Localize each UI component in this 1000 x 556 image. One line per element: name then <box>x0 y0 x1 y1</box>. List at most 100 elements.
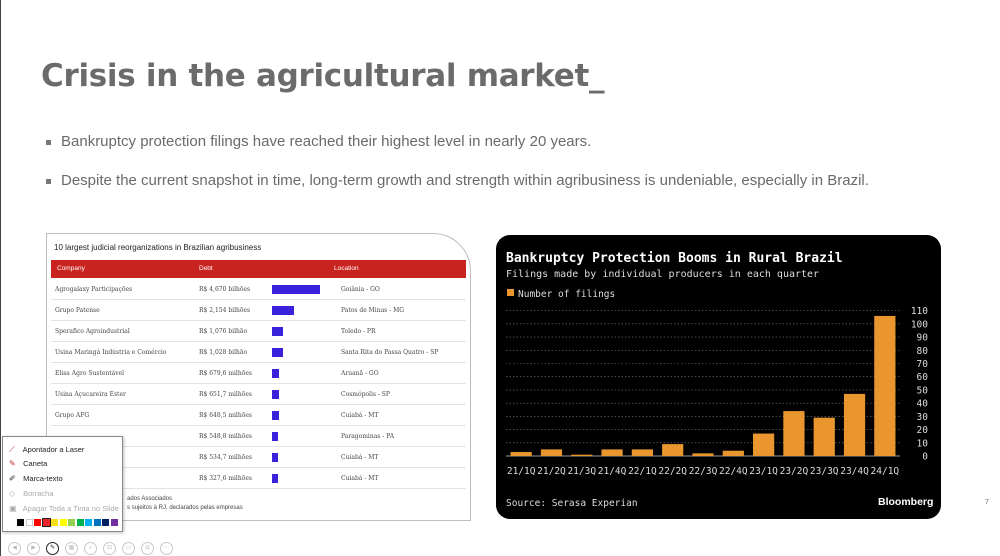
chart-grid <box>506 310 900 457</box>
ink-color-swatch[interactable] <box>68 519 75 526</box>
chart-title: Bankruptcy Protection Booms in Rural Bra… <box>506 251 843 266</box>
bullet-marker <box>46 179 51 184</box>
bullet-text: Bankruptcy protection filings have reach… <box>61 133 592 150</box>
table-row: Sperafico Agroindustrial R$ 1,076 bilhão T… <box>51 321 466 342</box>
table-row: Agrogalaxy Participações R$ 4,670 bilhões… <box>51 279 466 300</box>
debt-bar <box>272 285 320 294</box>
column-header-company: Company <box>57 265 85 272</box>
bullet-list: Bankruptcy protection filings have reach… <box>46 133 946 192</box>
previous-slide-button[interactable]: ◀ <box>8 542 21 555</box>
ink-color-swatch[interactable] <box>102 519 109 526</box>
x-tick-label: 22/2Q <box>658 466 687 477</box>
x-tick-label: 21/1Q <box>507 466 536 477</box>
pointer-button[interactable]: ⊡ <box>103 542 116 555</box>
column-header-debt: Debt <box>199 265 213 272</box>
menu-item-label: Caneta <box>23 459 48 468</box>
table-row: Elisa Agro Sustentável R$ 679,6 milhões Ar… <box>51 363 466 384</box>
table-row: R$ 327,6 milhões Cuiabá - MT <box>51 468 466 489</box>
menu-item-label: Apagar Toda a Tinta no Slide <box>22 504 119 513</box>
pen-tools-button[interactable]: ✎ <box>46 542 59 555</box>
y-tick-label: 0 <box>922 452 928 463</box>
pen-tools-menu: ⟋ Apontador a Laser ✎ Caneta ✐ Marca-tex… <box>2 436 123 532</box>
ink-color-swatch[interactable] <box>59 519 67 526</box>
ink-color-swatch[interactable] <box>25 519 33 526</box>
x-tick-label: 22/3Q <box>689 466 718 477</box>
see-all-slides-button[interactable]: ▦ <box>65 542 78 555</box>
presenter-toolbar: ◀ ▶ ✎ ▦ ⌕ ⊡ ▭ ◘ ⋯ <box>0 540 173 556</box>
chart-bar <box>753 433 775 456</box>
company-cell: Grupo Patense <box>55 307 100 314</box>
table-footnote: ados Associados <box>127 496 173 502</box>
next-slide-button[interactable]: ▶ <box>27 542 40 555</box>
company-cell: Sperafico Agroindustrial <box>55 328 130 335</box>
table-header: Company Debt Location <box>51 260 466 278</box>
debt-cell: R$ 327,6 milhões <box>199 475 252 482</box>
debt-cell: R$ 648,5 milhões <box>199 412 252 419</box>
more-options-button[interactable]: ⋯ <box>160 542 173 555</box>
table-row: Grupo AFG R$ 648,5 milhões Cuiabá - MT <box>51 405 466 426</box>
location-cell: Santa Rita do Passa Quatro - SP <box>341 349 439 356</box>
y-tick-label: 70 <box>917 359 929 370</box>
column-header-location: Location <box>334 265 359 272</box>
ink-color-swatch[interactable] <box>93 519 101 526</box>
x-tick-label: 21/3Q <box>567 466 596 477</box>
menu-item-label: Borracha <box>23 489 54 498</box>
zoom-button[interactable]: ⌕ <box>84 542 97 555</box>
chart-canvas: Bankruptcy Protection Booms in Rural Bra… <box>506 251 933 509</box>
chart-bar <box>540 449 563 456</box>
y-tick-label: 80 <box>917 346 929 357</box>
menu-item-clear-ink[interactable]: ▣ Apagar Toda a Tinta no Slide <box>9 504 119 516</box>
ink-color-swatch[interactable] <box>85 519 92 526</box>
chart-bar <box>571 454 593 456</box>
bullet-marker <box>46 140 51 145</box>
debt-bar <box>272 453 278 462</box>
y-tick-label: 110 <box>911 306 928 317</box>
ink-color-swatch[interactable] <box>110 519 118 526</box>
debt-cell: R$ 1,076 bilhão <box>199 328 248 335</box>
debt-cell: R$ 548,8 milhões <box>199 433 252 440</box>
debt-cell: R$ 4,670 bilhões <box>199 286 251 293</box>
ink-color-swatch[interactable] <box>17 519 24 526</box>
table-footnote: s sujeitos à RJ, declarados pelas empres… <box>127 505 243 511</box>
x-tick-label: 22/1Q <box>628 466 657 477</box>
menu-item-laser-pointer[interactable]: ⟋ Apontador a Laser <box>9 445 84 457</box>
x-tick-label: 23/4Q <box>840 466 869 477</box>
table-title: 10 largest judicial reorganizations in B… <box>54 243 262 252</box>
ink-color-swatch[interactable] <box>51 519 58 526</box>
debt-bar <box>272 474 278 483</box>
menu-item-highlighter[interactable]: ✐ Marca-texto <box>9 474 63 486</box>
debt-cell: R$ 1,028 bilhão <box>199 349 248 356</box>
clear-ink-icon: ▣ <box>9 504 17 513</box>
y-tick-label: 30 <box>917 412 929 423</box>
menu-item-eraser[interactable]: ◇ Borracha <box>9 489 54 501</box>
ink-color-swatch[interactable] <box>76 519 84 526</box>
location-cell: Cuiabá - MT <box>341 412 379 419</box>
location-cell: Goiânia - GO <box>341 286 380 293</box>
debt-bar <box>272 411 279 420</box>
debt-bar <box>272 432 278 441</box>
chart-bar <box>631 449 653 456</box>
subtitles-button[interactable]: ▭ <box>122 542 135 555</box>
chart-bar <box>843 393 866 456</box>
debt-bar <box>272 348 283 357</box>
location-cell: Cosmópolis - SP <box>341 391 390 398</box>
x-axis-ticks: 21/1Q 21/2Q 21/3Q 21/4Q 22/1Q 22/2Q 22/3Q 22/4Q… <box>507 466 900 477</box>
chart-bar <box>662 444 684 456</box>
bullet-text: Despite the current snapshot in time, lo… <box>61 172 869 189</box>
page-number: 7 <box>985 499 989 506</box>
company-cell: Usina Açucareira Ester <box>55 391 126 398</box>
location-cell: Cuiabá - MT <box>341 454 379 461</box>
debt-cell: R$ 2,154 bilhões <box>199 307 251 314</box>
debt-bar <box>272 327 284 336</box>
debt-cell: R$ 679,6 milhões <box>199 370 252 377</box>
debt-cell: R$ 651,7 milhões <box>199 391 252 398</box>
menu-item-pen[interactable]: ✎ Caneta <box>9 459 47 471</box>
camera-button[interactable]: ◘ <box>141 542 154 555</box>
x-tick-label: 24/1Q <box>871 466 900 477</box>
menu-item-label: Marca-texto <box>23 474 63 483</box>
ink-color-swatch[interactable] <box>41 518 51 527</box>
ink-color-swatch[interactable] <box>34 519 41 526</box>
x-tick-label: 23/1Q <box>749 466 778 477</box>
chart-bar <box>813 417 835 456</box>
table-row: Usina Açucareira Ester R$ 651,7 milhões Co… <box>51 384 466 405</box>
